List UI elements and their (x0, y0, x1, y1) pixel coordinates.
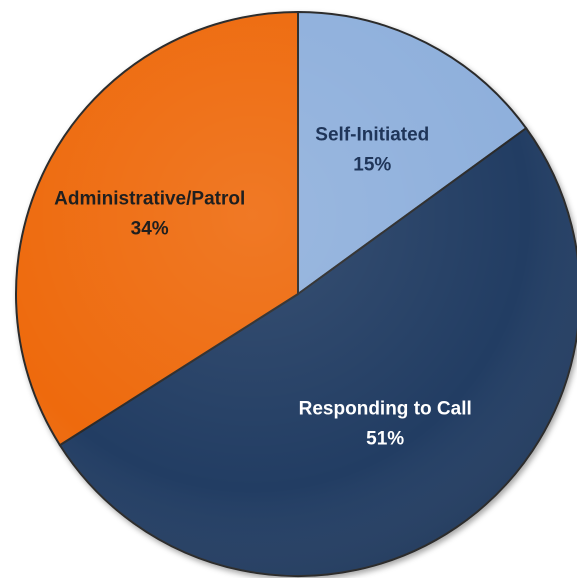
pie-labels: Self-Initiated 15% Responding to Call 51% Ad… (54, 124, 472, 449)
slice-category-label: Administrative/Patrol (54, 189, 245, 210)
slice-label: Responding to Call 51% (299, 398, 472, 449)
slice-percent-label: 34% (131, 219, 169, 240)
slice-category-label: Self-Initiated (315, 124, 429, 145)
slice-percent-label: 15% (353, 154, 391, 175)
slice-percent-label: 51% (366, 428, 404, 449)
slice-label: Administrative/Patrol 34% (54, 189, 245, 240)
slice-label: Self-Initiated 15% (315, 124, 429, 175)
pie-slices (15, 10, 577, 577)
slice-category-label: Responding to Call (299, 398, 472, 419)
